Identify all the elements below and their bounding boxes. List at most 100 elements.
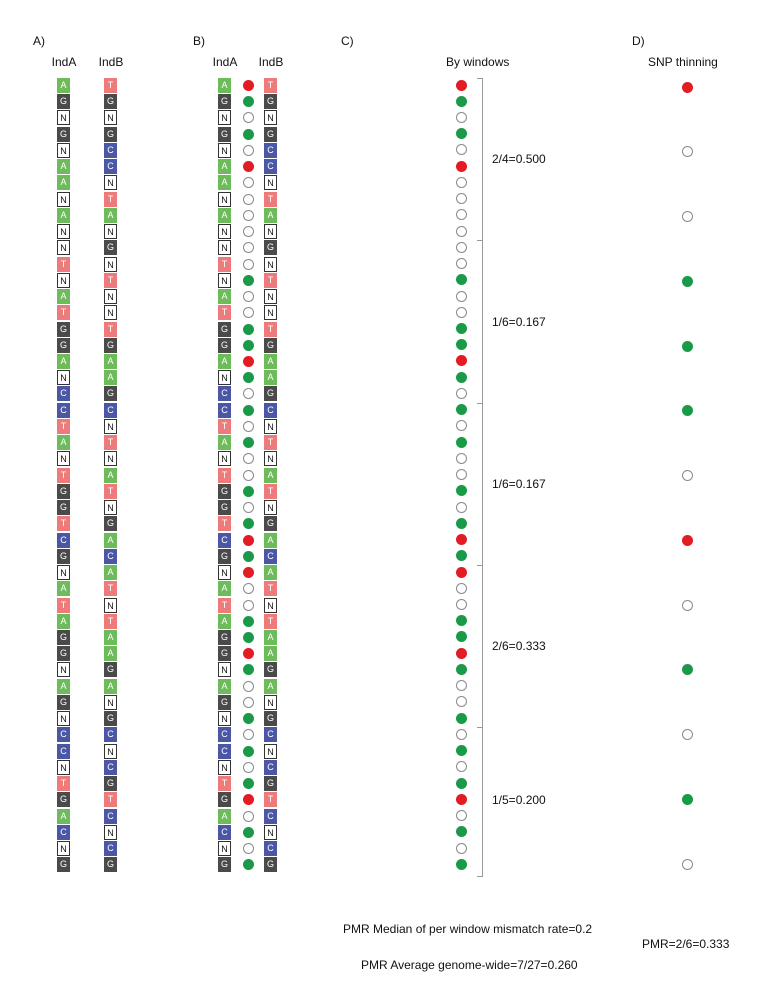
panel-b-missing-dot [243,599,254,611]
panel-a-indb-base: T [104,435,117,451]
panel-b-inda-base: T [218,467,231,483]
panel-b-indb-base: C [264,142,277,158]
panel-c-missing-dot [455,469,467,481]
panel-b-indb-base: C [264,808,277,824]
panel-b-indb-header: IndB [258,55,284,69]
panel-a-inda-base: G [57,337,70,353]
panel-b-missing-dot [243,242,254,254]
panel-b-match-dot [243,372,254,384]
panel-b-inda-base: N [218,759,231,775]
panel-c-missing-dot [455,258,467,270]
panel-b-indb-base: G [264,240,277,256]
panel-b-inda-base: C [218,532,231,548]
panel-b-match-dot [243,274,254,286]
panel-b-mismatch-dot [243,161,254,173]
panel-a-indb-base: G [104,711,117,727]
panel-c-mismatch-dot [455,534,467,546]
panel-b-inda-base: G [218,483,231,499]
panel-b-match-dot [243,615,254,627]
panel-b-inda-base: N [218,142,231,158]
panel-b-inda-base: C [218,824,231,840]
panel-c-missing-dot [455,176,467,188]
window-rate-label: 1/5=0.200 [492,793,546,808]
panel-c-mismatch-dot [455,79,467,91]
panel-b-inda-base: A [218,159,231,175]
panel-c-missing-dot [455,728,467,740]
panel-b-mismatch-dot [243,567,254,579]
panel-c-label: C) [341,34,354,48]
panel-b-inda-base: G [218,694,231,710]
panel-b-match-dot [243,437,254,449]
window-rate-label: 2/6=0.333 [492,639,546,654]
panel-b-match-dot [243,778,254,790]
panel-a-indb-base: G [104,857,117,873]
panel-a-indb-base: G [104,337,117,353]
panel-b-match-dot [243,96,254,108]
panel-b-missing-dot [243,307,254,319]
panel-a-inda-base: C [57,824,70,840]
panel-b-inda-base: A [218,78,231,93]
panel-a-inda-base: N [57,110,70,126]
panel-b-missing-dot [243,144,254,156]
panel-d-match-dot [681,405,693,417]
panel-a-inda-base: A [57,159,70,175]
panel-b-indb-base: C [264,727,277,743]
panel-b-match-dot [243,631,254,643]
panel-a-inda-base: T [57,516,70,532]
panel-d-missing-dot [681,470,693,481]
panel-a-inda-base: A [57,613,70,629]
panel-b-inda-base: A [218,581,231,597]
panel-a-inda-base: T [57,776,70,792]
panel-c-match-dot [455,485,467,497]
panel-a-indb-base: T [104,78,117,93]
panel-b-indb-base: C [264,159,277,175]
panel-b-indb-base: T [264,78,277,93]
panel-a-inda-base: N [57,711,70,727]
panel-a-inda-base: A [57,581,70,597]
panel-b-indb-base: A [264,353,277,369]
panel-b-missing-dot [243,226,254,238]
panel-a-indb-base: T [104,792,117,808]
window-divider [477,240,482,242]
panel-a-indb-base: C [104,808,117,824]
window-rate-label: 1/6=0.167 [492,476,546,491]
panel-a-inda-base: C [57,743,70,759]
panel-b-inda-base: N [218,110,231,126]
panel-b-inda-base: N [218,451,231,467]
panel-b-missing-dot [243,193,254,205]
panel-b-match-dot [243,518,254,530]
panel-a-inda-base: N [57,191,70,207]
panel-a-inda-base: T [57,467,70,483]
panel-b-mismatch-dot [243,80,254,91]
panel-b-indb-base: N [264,110,277,126]
panel-b-inda-base: N [218,224,231,240]
panel-b-inda-base: G [218,646,231,662]
panel-b-inda-base: G [218,126,231,142]
panel-b-inda-base: A [218,207,231,223]
panel-b-indb-base: G [264,386,277,402]
panel-c-match-dot [455,436,467,448]
panel-b-inda-base: A [218,808,231,824]
panel-a-inda-base: G [57,629,70,645]
panel-a-indb-base: A [104,678,117,694]
panel-a-indb-base: T [104,613,117,629]
panel-a-indb-base: C [104,402,117,418]
panel-a-inda-base: A [57,678,70,694]
panel-d-label: D) [632,34,645,48]
panel-c-missing-dot [455,761,467,773]
panel-a-indb-base: N [104,418,117,434]
window-rate-label: 2/4=0.500 [492,152,546,167]
pmr-thinning-text: PMR=2/6=0.333 [642,937,730,951]
panel-c-match-dot [455,858,467,870]
panel-b-inda-base: G [218,94,231,110]
panel-b-match-dot [243,485,254,497]
window-divider [477,565,482,567]
panel-b-indb-base: N [264,224,277,240]
panel-a-indb-base: C [104,727,117,743]
panel-c-missing-dot [455,209,467,221]
panel-a-indb-header: IndB [98,55,124,69]
panel-c-missing-dot [455,501,467,513]
panel-c-match-dot [455,128,467,140]
panel-a-indb-base: G [104,776,117,792]
panel-a-indb-base: N [104,824,117,840]
